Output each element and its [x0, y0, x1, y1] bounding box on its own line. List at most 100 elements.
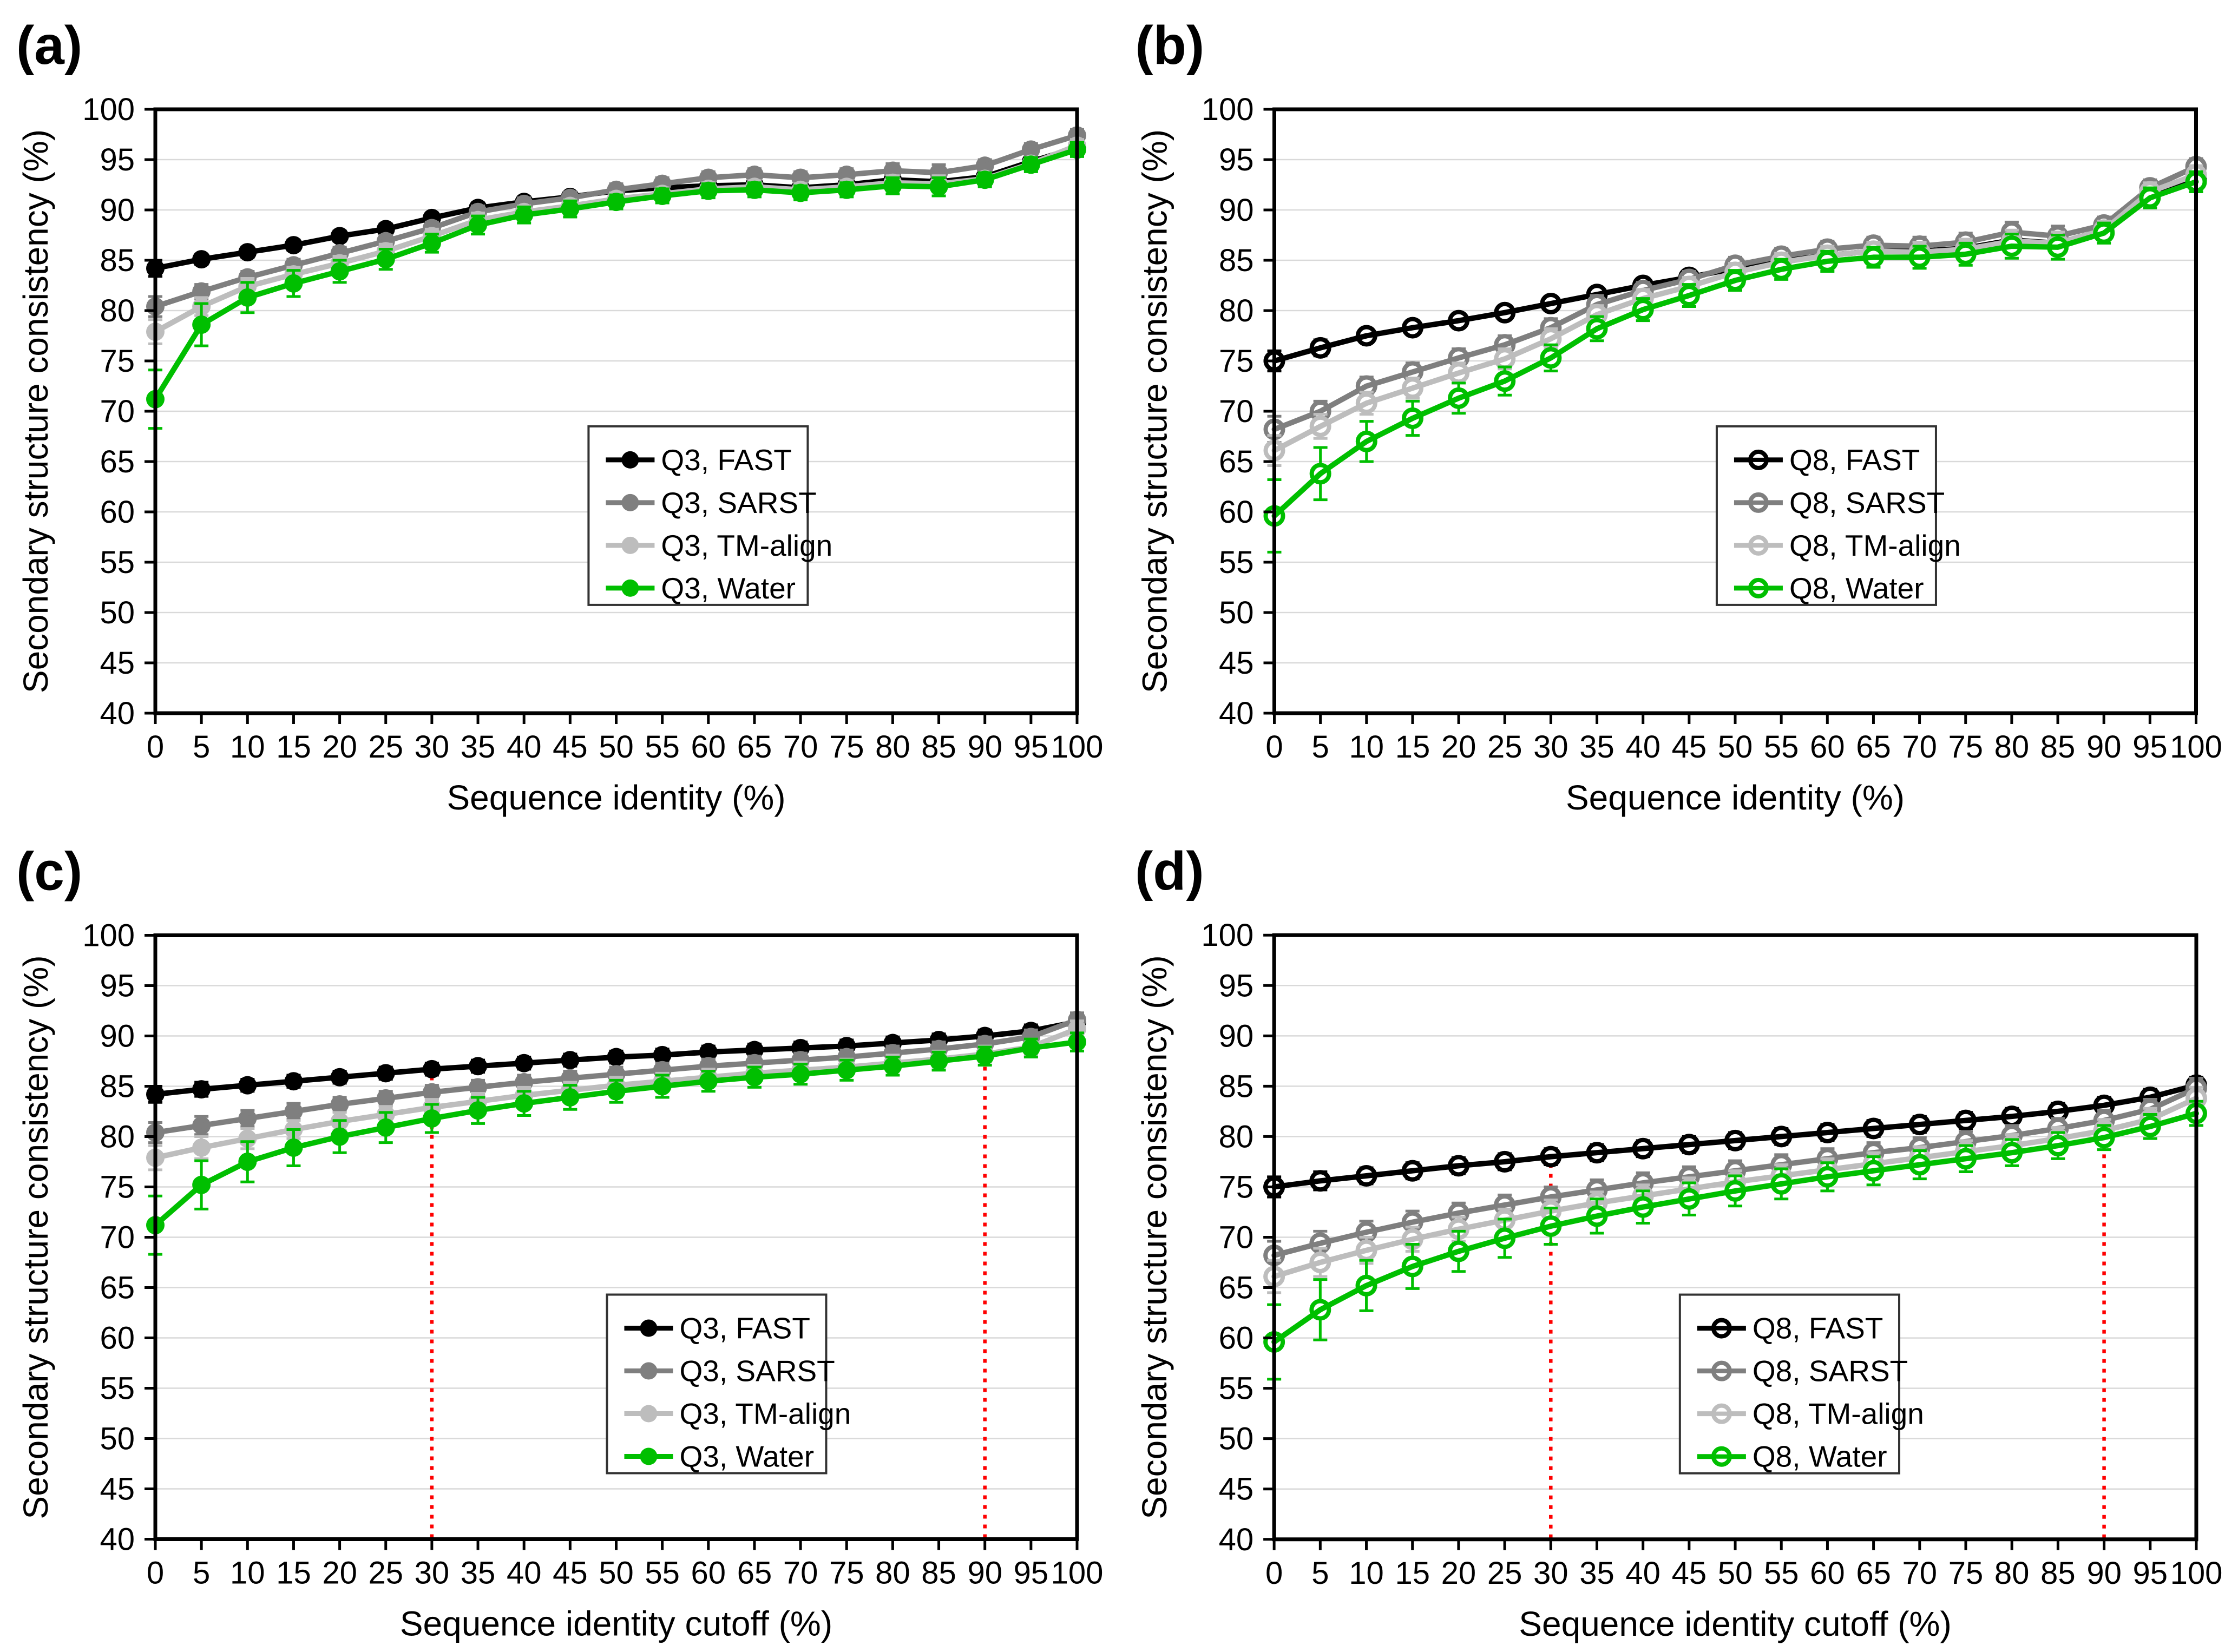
svg-text:Q8, TM-align: Q8, TM-align [1753, 1397, 1924, 1431]
axes [1263, 107, 2198, 724]
axes [1263, 933, 2198, 1550]
svg-text:25: 25 [368, 1556, 403, 1591]
x-axis-title: Sequence identity cutoff (%) [400, 1604, 832, 1643]
svg-text:70: 70 [1219, 1220, 1254, 1255]
svg-text:95: 95 [100, 142, 135, 177]
axes [145, 933, 1079, 1550]
svg-text:80: 80 [1994, 1556, 2030, 1591]
svg-text:55: 55 [1219, 1371, 1254, 1406]
y-tick-labels: 40 45 50 55 60 65 70 75 80 85 90 95 100 [82, 918, 135, 1557]
svg-text:40: 40 [1219, 1522, 1254, 1557]
svg-text:35: 35 [461, 729, 496, 765]
legend-item-q3-water: Q3, Water [624, 1440, 814, 1473]
svg-text:10: 10 [1349, 1556, 1384, 1591]
svg-text:35: 35 [1579, 1556, 1614, 1591]
svg-text:85: 85 [100, 1069, 135, 1104]
svg-text:95: 95 [100, 969, 135, 1004]
svg-text:40: 40 [507, 729, 542, 765]
svg-text:30: 30 [415, 1556, 450, 1591]
svg-text:80: 80 [875, 1556, 910, 1591]
svg-text:85: 85 [921, 729, 956, 765]
svg-text:50: 50 [1219, 1421, 1254, 1457]
svg-text:55: 55 [100, 1371, 135, 1406]
svg-text:Q8, TM-align: Q8, TM-align [1789, 529, 1961, 562]
y-axis-title: Secondary structure consistency (%) [16, 129, 55, 693]
svg-text:100: 100 [1202, 92, 1254, 127]
svg-text:Q8, FAST: Q8, FAST [1789, 443, 1920, 477]
svg-text:15: 15 [1395, 1556, 1430, 1591]
svg-text:85: 85 [1219, 243, 1254, 278]
svg-text:95: 95 [1014, 729, 1049, 765]
svg-text:75: 75 [1948, 729, 1983, 765]
reference-lines [1549, 1105, 2106, 1538]
svg-text:95: 95 [1219, 142, 1254, 177]
svg-text:30: 30 [1533, 729, 1568, 765]
svg-text:85: 85 [921, 1556, 956, 1591]
svg-text:75: 75 [1948, 1556, 1984, 1591]
svg-text:20: 20 [322, 1556, 357, 1591]
svg-text:50: 50 [599, 1556, 634, 1591]
svg-text:45: 45 [100, 646, 135, 681]
svg-text:15: 15 [276, 729, 311, 765]
svg-text:70: 70 [100, 394, 135, 429]
svg-text:15: 15 [1395, 729, 1430, 765]
svg-text:95: 95 [1014, 1556, 1049, 1591]
svg-text:95: 95 [1219, 968, 1254, 1003]
series-q8-sarst [1263, 156, 2207, 444]
svg-text:40: 40 [1625, 1556, 1661, 1591]
svg-text:25: 25 [1487, 1556, 1522, 1591]
panel-c: (c) 40 45 50 55 60 65 70 75 80 85 90 95 100 0 5 10 15 20 25… [0, 826, 1119, 1652]
y-axis-title: Secondary structure consistency (%) [1135, 955, 1174, 1519]
svg-text:95: 95 [2132, 729, 2168, 765]
svg-text:Q8, Water: Q8, Water [1789, 571, 1924, 605]
svg-text:60: 60 [100, 1321, 135, 1356]
svg-text:0: 0 [1265, 729, 1283, 765]
x-tick-labels: 0 5 10 15 20 25 30 35 40 45 50 55 60 65 70 75 80 85 90 95 10… [147, 1556, 1104, 1591]
svg-text:80: 80 [100, 293, 135, 328]
svg-text:0: 0 [1265, 1556, 1283, 1591]
legend: Q3, FAST Q3, SARST Q3, TM-align Q3, Water [606, 1293, 851, 1475]
svg-text:20: 20 [1441, 729, 1476, 765]
y-tick-labels: 40 45 50 55 60 65 70 75 80 85 90 95 100 [82, 92, 135, 731]
svg-text:75: 75 [1219, 1169, 1254, 1205]
svg-text:75: 75 [829, 729, 864, 765]
legend-item-q8-tm-align: Q8, TM-align [1734, 529, 1961, 562]
svg-text:Q8, SARST: Q8, SARST [1753, 1354, 1908, 1388]
svg-text:100: 100 [1051, 729, 1104, 765]
reference-lines [430, 1036, 987, 1538]
svg-text:50: 50 [1219, 595, 1254, 630]
svg-text:65: 65 [1219, 444, 1254, 479]
svg-text:Q3, TM-align: Q3, TM-align [661, 529, 832, 562]
svg-text:55: 55 [1764, 729, 1799, 765]
svg-text:45: 45 [553, 729, 588, 765]
legend-item-q3-water: Q3, Water [606, 571, 796, 605]
svg-text:40: 40 [1625, 729, 1661, 765]
svg-text:55: 55 [645, 729, 680, 765]
svg-text:65: 65 [100, 1271, 135, 1306]
svg-text:65: 65 [1856, 729, 1891, 765]
legend-item-q3-tm-align: Q3, TM-align [606, 529, 832, 562]
x-axis-title: Sequence identity cutoff (%) [1519, 1604, 1951, 1643]
svg-text:65: 65 [1219, 1271, 1254, 1306]
svg-text:5: 5 [193, 729, 210, 765]
svg-text:90: 90 [2086, 1556, 2122, 1591]
svg-text:40: 40 [1219, 696, 1254, 731]
svg-text:Q8, FAST: Q8, FAST [1753, 1312, 1883, 1345]
svg-text:60: 60 [691, 1556, 726, 1591]
svg-text:Q3, SARST: Q3, SARST [661, 486, 816, 519]
svg-text:70: 70 [783, 729, 818, 765]
svg-text:20: 20 [1441, 1556, 1476, 1591]
svg-text:15: 15 [276, 1556, 311, 1591]
legend-item-q8-tm-align: Q8, TM-align [1697, 1397, 1924, 1431]
svg-text:5: 5 [1311, 1556, 1329, 1591]
svg-text:5: 5 [1312, 729, 1329, 765]
svg-text:35: 35 [1579, 729, 1614, 765]
y-axis-title: Secondary structure consistency (%) [1136, 129, 1174, 693]
svg-text:95: 95 [2133, 1556, 2168, 1591]
svg-text:50: 50 [1718, 1556, 1753, 1591]
x-tick-labels: 0 5 10 15 20 25 30 35 40 45 50 55 60 65 70 75 80 85 90 95 10… [1265, 729, 2222, 765]
x-axis-title: Sequence identity (%) [447, 778, 785, 817]
